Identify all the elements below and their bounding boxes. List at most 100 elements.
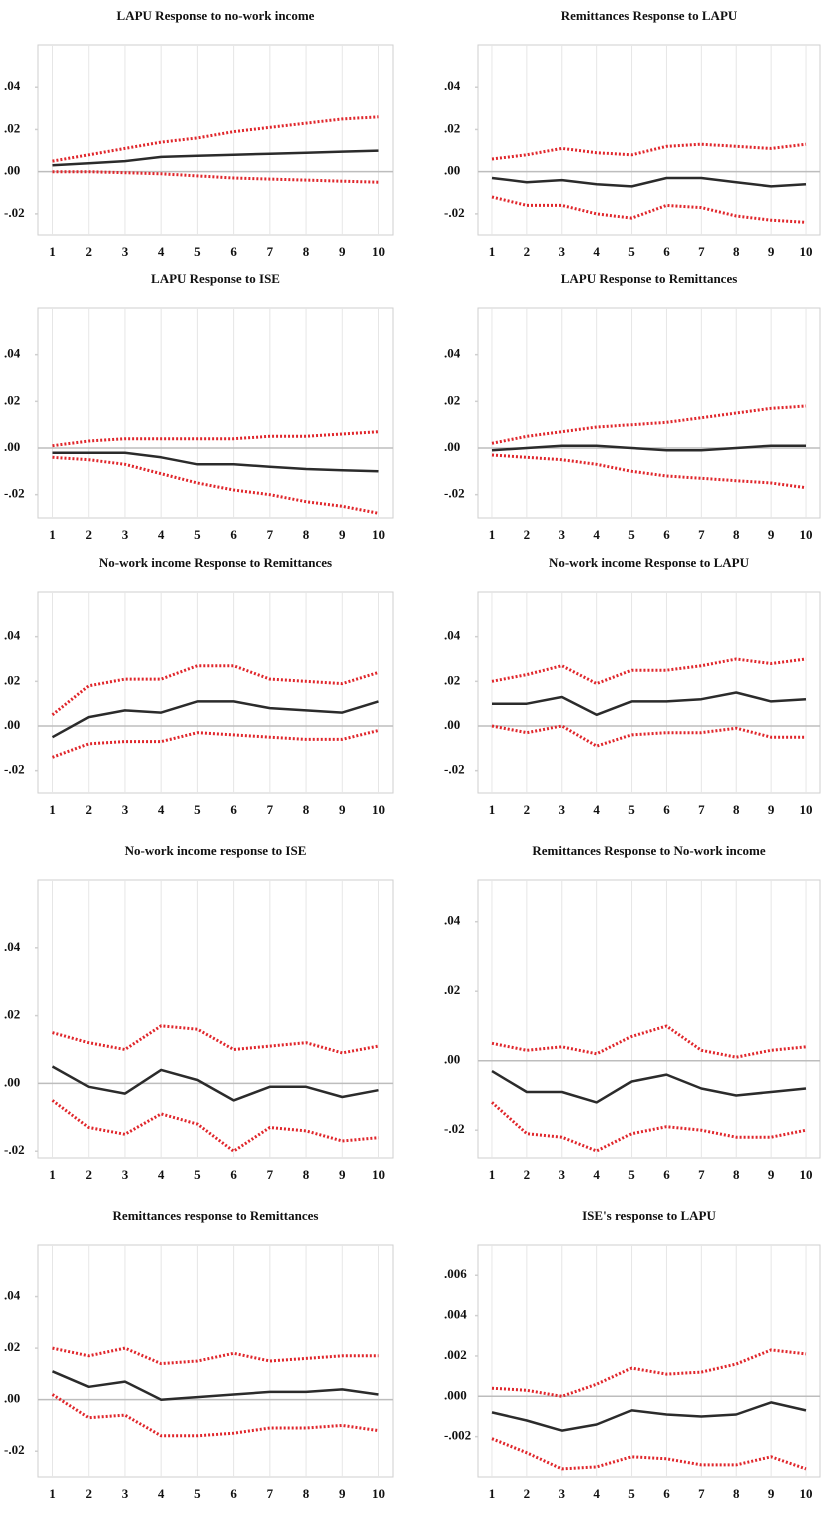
y-tick-label: .04 <box>4 628 21 643</box>
x-tick-label: 7 <box>267 1486 274 1501</box>
y-tick-label: -.02 <box>444 486 465 501</box>
series-line <box>491 176 807 188</box>
y-tick-label: -.02 <box>444 1121 465 1136</box>
series-line <box>491 657 807 686</box>
x-tick-label: 3 <box>122 527 129 542</box>
y-tick-label: .04 <box>4 1288 21 1303</box>
x-tick-label: 6 <box>663 244 670 259</box>
chart-title: ISE's response to LAPU <box>582 1208 716 1223</box>
series-line <box>52 1024 379 1055</box>
x-tick-label: 1 <box>49 1167 56 1182</box>
x-tick-label: 4 <box>593 1486 600 1501</box>
x-tick-label: 4 <box>158 244 165 259</box>
series-line <box>491 1401 807 1432</box>
x-tick-label: 6 <box>230 1167 237 1182</box>
series-line <box>52 1370 379 1401</box>
x-tick-label: 2 <box>524 527 531 542</box>
plot-frame <box>477 1244 821 1478</box>
y-tick-label: .04 <box>4 939 21 954</box>
y-tick-label: -.02 <box>4 762 25 777</box>
series-line <box>51 729 379 759</box>
x-tick-label: 1 <box>489 527 496 542</box>
x-tick-label: 10 <box>372 527 385 542</box>
x-tick-label: 5 <box>194 1167 201 1182</box>
series-line <box>52 451 379 473</box>
x-tick-label: 4 <box>593 244 600 259</box>
x-tick-label: 7 <box>698 802 705 817</box>
x-tick-label: 9 <box>339 1167 346 1182</box>
series-line <box>491 1024 807 1059</box>
y-tick-label: -.02 <box>4 205 25 220</box>
x-tick-label: 5 <box>628 527 635 542</box>
series-line <box>51 664 379 716</box>
y-tick-label: .00 <box>4 1074 20 1089</box>
x-tick-label: 9 <box>339 802 346 817</box>
x-tick-label: 7 <box>267 802 274 817</box>
series-line <box>52 170 379 184</box>
x-tick-label: 3 <box>559 244 566 259</box>
series-line <box>51 1099 379 1153</box>
x-tick-label: 9 <box>768 1167 775 1182</box>
x-tick-label: 7 <box>698 1167 705 1182</box>
x-tick-label: 3 <box>559 802 566 817</box>
x-tick-label: 4 <box>593 1167 600 1182</box>
x-tick-label: 8 <box>733 1486 740 1501</box>
x-tick-label: 2 <box>85 1486 92 1501</box>
x-tick-label: 4 <box>593 802 600 817</box>
x-tick-label: 2 <box>524 244 531 259</box>
series-line <box>52 1346 379 1366</box>
x-tick-label: 6 <box>230 527 237 542</box>
y-tick-label: .02 <box>4 1339 20 1354</box>
x-tick-label: 9 <box>339 527 346 542</box>
y-tick-label: -.02 <box>4 486 25 501</box>
x-tick-label: 1 <box>49 802 56 817</box>
x-tick-label: 1 <box>49 244 56 259</box>
plot-frame <box>477 879 821 1159</box>
series-line <box>492 691 807 717</box>
x-tick-label: 10 <box>800 527 813 542</box>
plot-frame <box>477 307 821 519</box>
y-tick-label: .02 <box>444 672 460 687</box>
y-tick-label: .04 <box>444 913 461 928</box>
x-tick-label: 2 <box>85 1167 92 1182</box>
x-tick-label: 10 <box>372 1167 385 1182</box>
y-tick-label: -.02 <box>444 762 465 777</box>
x-tick-label: 8 <box>303 1167 310 1182</box>
x-tick-label: 2 <box>524 802 531 817</box>
plot-frame <box>477 44 821 236</box>
y-tick-label: .00 <box>4 163 20 178</box>
y-tick-label: .00 <box>444 439 460 454</box>
y-tick-label: -.002 <box>444 1428 471 1443</box>
x-tick-label: 4 <box>593 527 600 542</box>
series-line <box>491 1070 807 1104</box>
x-tick-label: 5 <box>628 802 635 817</box>
x-tick-label: 9 <box>339 1486 346 1501</box>
x-tick-label: 6 <box>663 1167 670 1182</box>
plot-frame <box>477 591 821 794</box>
x-tick-label: 3 <box>559 527 566 542</box>
x-tick-label: 10 <box>372 1486 385 1501</box>
y-tick-label: .04 <box>444 78 461 93</box>
series-line <box>491 404 807 445</box>
x-tick-label: 10 <box>800 1486 813 1501</box>
chart-title: Remittances response to Remittances <box>113 1208 319 1223</box>
y-tick-label: .00 <box>4 439 20 454</box>
y-tick-label: .04 <box>444 628 461 643</box>
series-line <box>491 195 807 224</box>
y-tick-label: .04 <box>4 78 21 93</box>
series-line <box>491 1437 807 1471</box>
chart-title: No-work income response to ISE <box>125 843 307 858</box>
x-tick-label: 10 <box>800 1167 813 1182</box>
series-line <box>52 115 379 163</box>
x-tick-label: 5 <box>628 1167 635 1182</box>
x-tick-label: 7 <box>267 527 274 542</box>
series-line <box>491 453 807 490</box>
plot-frame <box>37 44 394 236</box>
x-tick-label: 8 <box>733 802 740 817</box>
x-tick-label: 1 <box>489 244 496 259</box>
x-tick-label: 8 <box>303 527 310 542</box>
y-tick-label: -.02 <box>4 1442 25 1457</box>
x-tick-label: 1 <box>49 527 56 542</box>
y-tick-label: .004 <box>444 1307 467 1322</box>
y-tick-label: .02 <box>444 982 460 997</box>
